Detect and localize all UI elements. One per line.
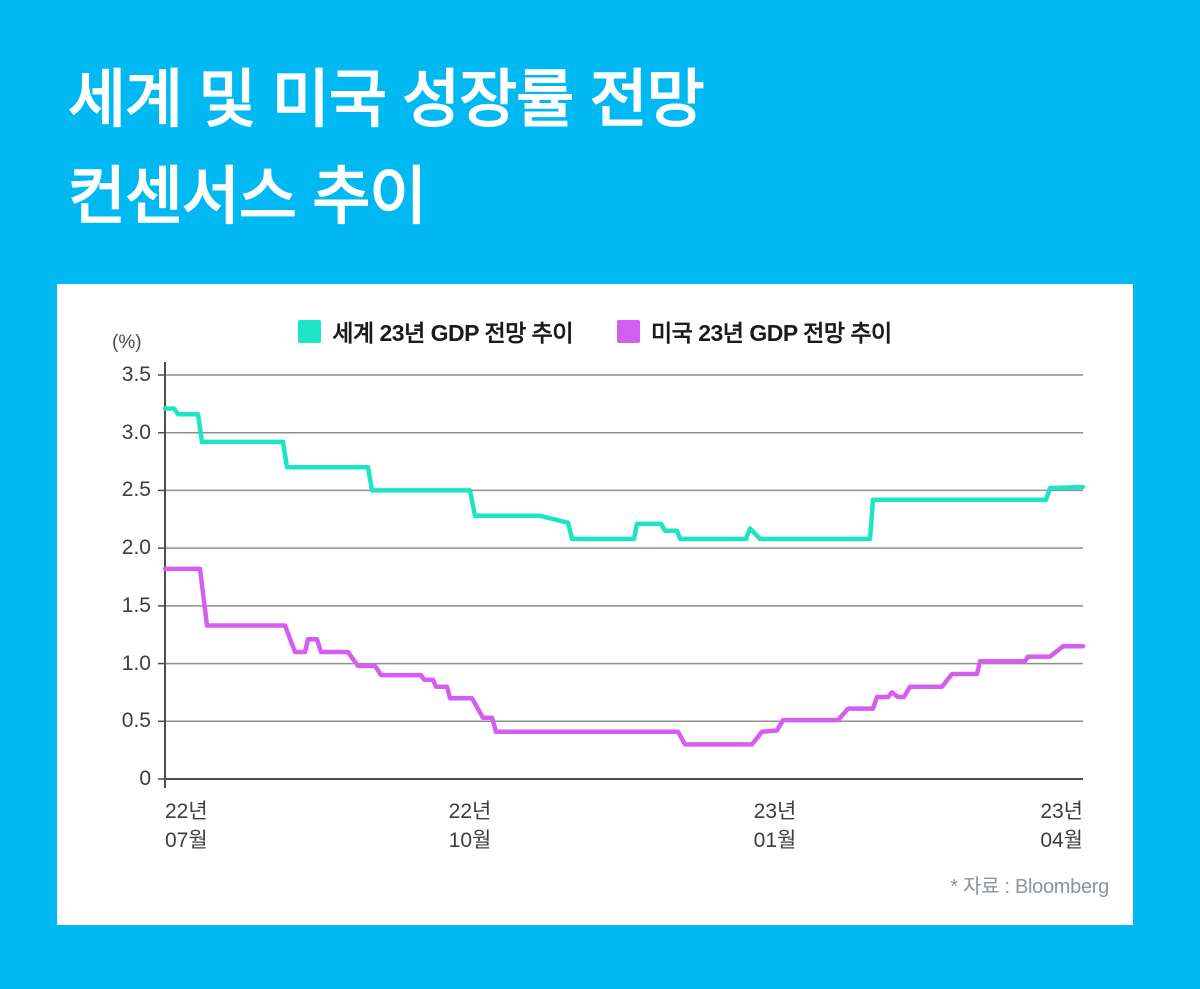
legend-swatch-icon — [298, 319, 322, 343]
y-axis-label-3.5: 3.5 — [121, 363, 151, 386]
legend-item-1: 미국 23년 GDP 전망 추이 — [617, 314, 892, 348]
gdp-forecast-line-chart — [158, 362, 1086, 788]
page-title: 세계 및 미국 성장률 전망 컨센서스 추이 — [68, 52, 705, 246]
page-title-line1: 세계 및 미국 성장률 전망 — [68, 65, 705, 135]
y-axis-label-3.0: 3.0 — [121, 420, 151, 444]
legend-label: 미국 23년 GDP 전망 추이 — [651, 320, 892, 346]
x-axis-label-23년-01월: 23년 01월 — [753, 800, 797, 852]
x-axis-label-23년-04월: 23년 04월 — [1040, 800, 1083, 852]
legend-item-0: 세계 23년 GDP 전망 추이 — [298, 314, 573, 348]
page-title-line2: 컨센서스 추이 — [68, 162, 427, 232]
series-line-0 — [162, 406, 1086, 542]
legend-swatch-icon — [617, 319, 640, 343]
chart-legend: 세계 23년 GDP 전망 추이 미국 23년 GDP 전망 추이 — [57, 314, 1133, 348]
y-axis-label-2.0: 2.0 — [121, 536, 151, 560]
y-axis-label-2.5: 2.5 — [121, 478, 151, 502]
y-axis-unit-label: (%) — [112, 332, 142, 353]
legend-label: 세계 23년 GDP 전망 추이 — [332, 320, 573, 346]
x-axis-label-22년-07월: 22년 07월 — [165, 800, 208, 852]
series-line-1 — [162, 566, 1086, 747]
y-axis-label-0.5: 0.5 — [121, 709, 151, 733]
x-axis-label-22년-10월: 22년 10월 — [448, 800, 492, 852]
y-axis-label-1.5: 1.5 — [121, 593, 151, 617]
y-axis-label-0: 0 — [139, 767, 151, 790]
source-note: * 자료 : Bloomberg — [950, 876, 1109, 898]
chart-card: 세계 23년 GDP 전망 추이 미국 23년 GDP 전망 추이 (%) 3.5… — [57, 284, 1133, 925]
y-axis-label-1.0: 1.0 — [121, 651, 151, 675]
